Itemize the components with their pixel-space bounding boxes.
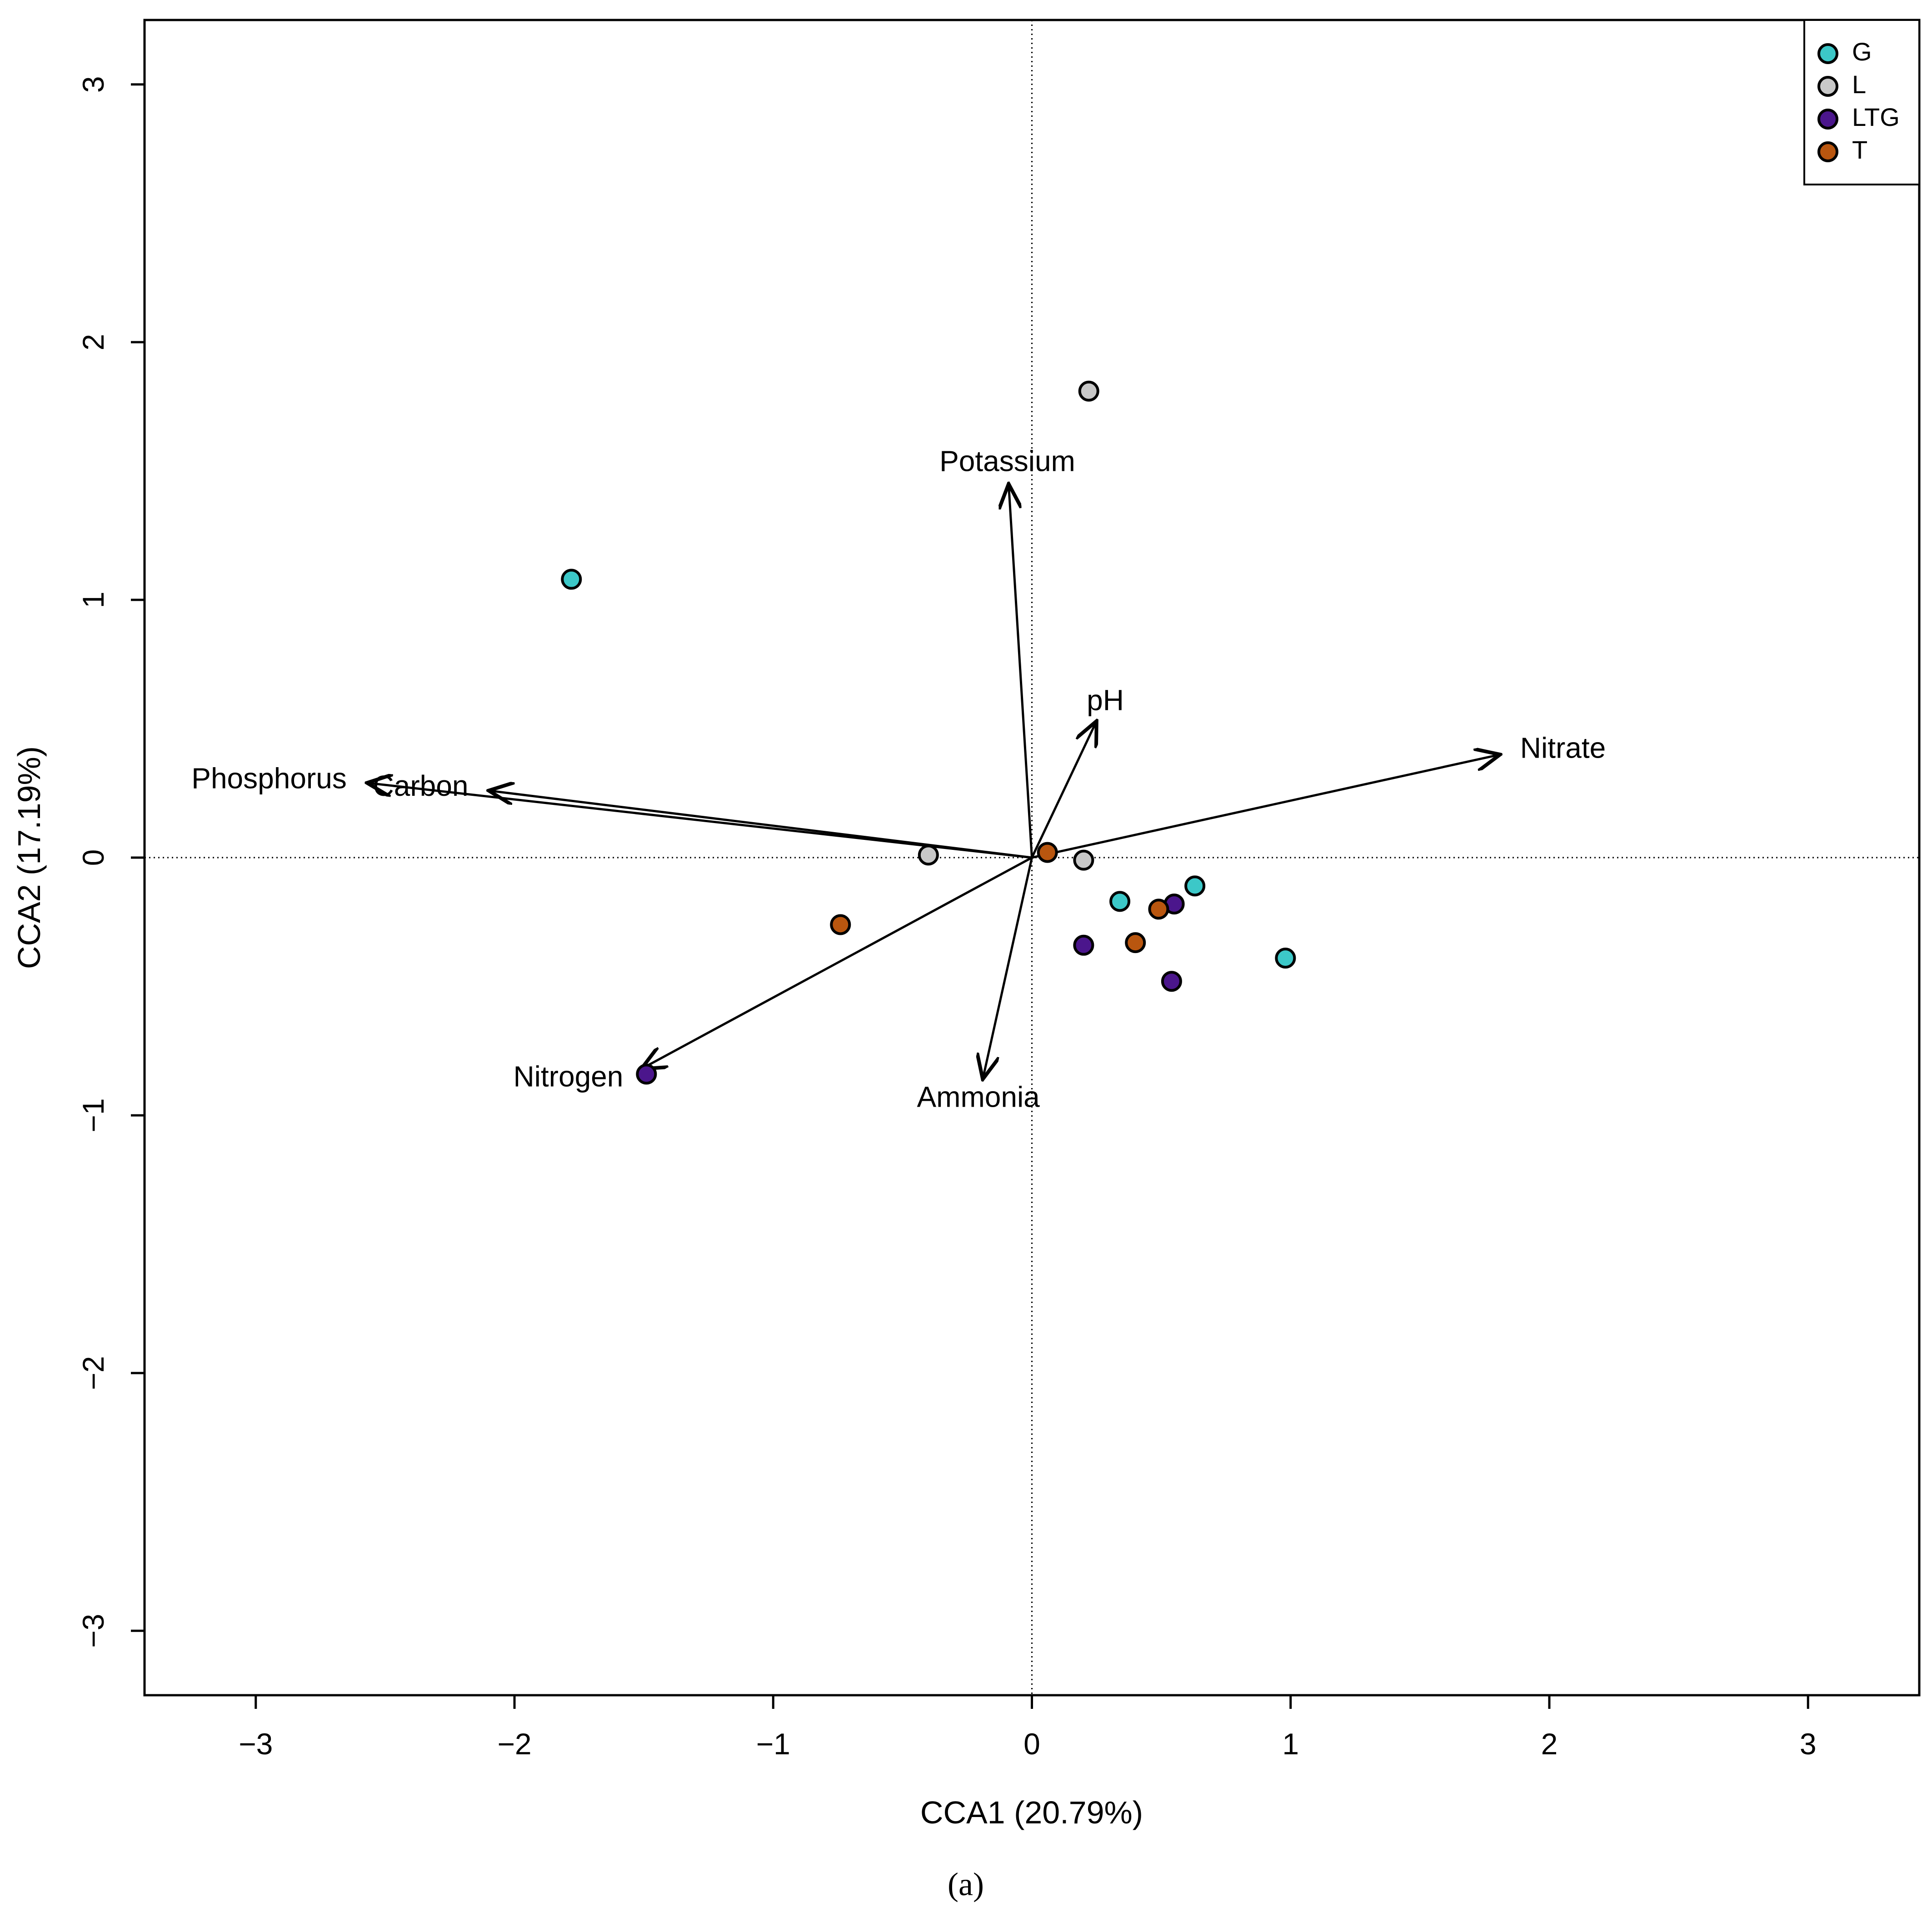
x-tick-label: −1: [756, 1727, 790, 1761]
sample-points: [561, 380, 1296, 1085]
vector-arrow-carbon: [489, 791, 1032, 859]
legend-marker-ltg: [1817, 109, 1838, 130]
legend-label-l: L: [1852, 70, 1866, 99]
vector-arrow-nitrate: [1031, 754, 1500, 859]
vector-arrow-phosphorus: [367, 783, 1032, 859]
point-g: [1275, 948, 1296, 969]
vector-label-phosphorus: Phosphorus: [191, 762, 347, 794]
legend-marker-t: [1817, 141, 1838, 162]
point-g: [1184, 875, 1206, 897]
vector-label-carbon: Carbon: [373, 769, 469, 802]
point-ltg: [636, 1063, 657, 1085]
x-tick-label: 1: [1282, 1727, 1299, 1761]
vector-arrow-ph: [1031, 721, 1097, 859]
point-t: [1148, 899, 1169, 920]
x-tick-label: 3: [1800, 1727, 1817, 1761]
point-g: [561, 569, 582, 590]
legend-marker-g: [1817, 43, 1838, 64]
point-ltg: [1073, 934, 1094, 956]
y-axis: −3 −2 −1 0 1 2 3: [76, 76, 146, 1648]
point-t: [830, 914, 851, 935]
vector-label-ammonia: Ammonia: [917, 1081, 1040, 1113]
environmental-vectors: Potassium pH Nitrate Phosphorus Carbon Nitrog…: [191, 445, 1606, 1113]
legend-label-t: T: [1852, 135, 1867, 164]
y-tick-label: −3: [76, 1614, 110, 1648]
y-tick-label: 0: [76, 849, 110, 866]
vector-arrow-ammonia: [983, 857, 1033, 1079]
point-l: [1078, 380, 1099, 402]
point-t: [1125, 932, 1146, 954]
x-tick-label: −2: [497, 1727, 531, 1761]
y-axis-title: CCA2 (17.19%): [11, 746, 47, 969]
point-l: [1073, 849, 1094, 871]
x-axis: −3 −2 −1 0 1 2 3: [239, 1694, 1817, 1761]
point-l: [918, 844, 939, 866]
legend-marker-l: [1817, 76, 1838, 97]
vector-label-nitrate: Nitrate: [1520, 731, 1606, 764]
legend: GL LTG T: [1803, 19, 1920, 185]
y-tick-label: 2: [76, 334, 110, 350]
figure-caption: (a): [948, 1866, 984, 1902]
x-tick-label: −3: [239, 1727, 273, 1761]
x-tick-label: 0: [1023, 1727, 1040, 1761]
point-ltg: [1161, 971, 1182, 992]
vector-arrow-potassium: [1008, 484, 1033, 858]
y-tick-label: −2: [76, 1356, 110, 1390]
vector-label-ph: pH: [1087, 684, 1124, 717]
vector-arrow-nitrogen: [641, 856, 1033, 1069]
y-tick-label: −1: [76, 1098, 110, 1132]
point-g: [1109, 891, 1131, 912]
point-t: [1037, 842, 1058, 863]
vector-label-potassium: Potassium: [939, 445, 1075, 478]
x-axis-title: CCA1 (20.79%): [920, 1795, 1143, 1830]
vector-label-nitrogen: Nitrogen: [513, 1060, 623, 1093]
y-tick-label: 1: [76, 592, 110, 609]
x-tick-label: 2: [1541, 1727, 1558, 1761]
legend-label-ltg: LTG: [1852, 103, 1900, 131]
y-tick-label: 3: [76, 76, 110, 93]
legend-label-g: G: [1852, 37, 1872, 66]
